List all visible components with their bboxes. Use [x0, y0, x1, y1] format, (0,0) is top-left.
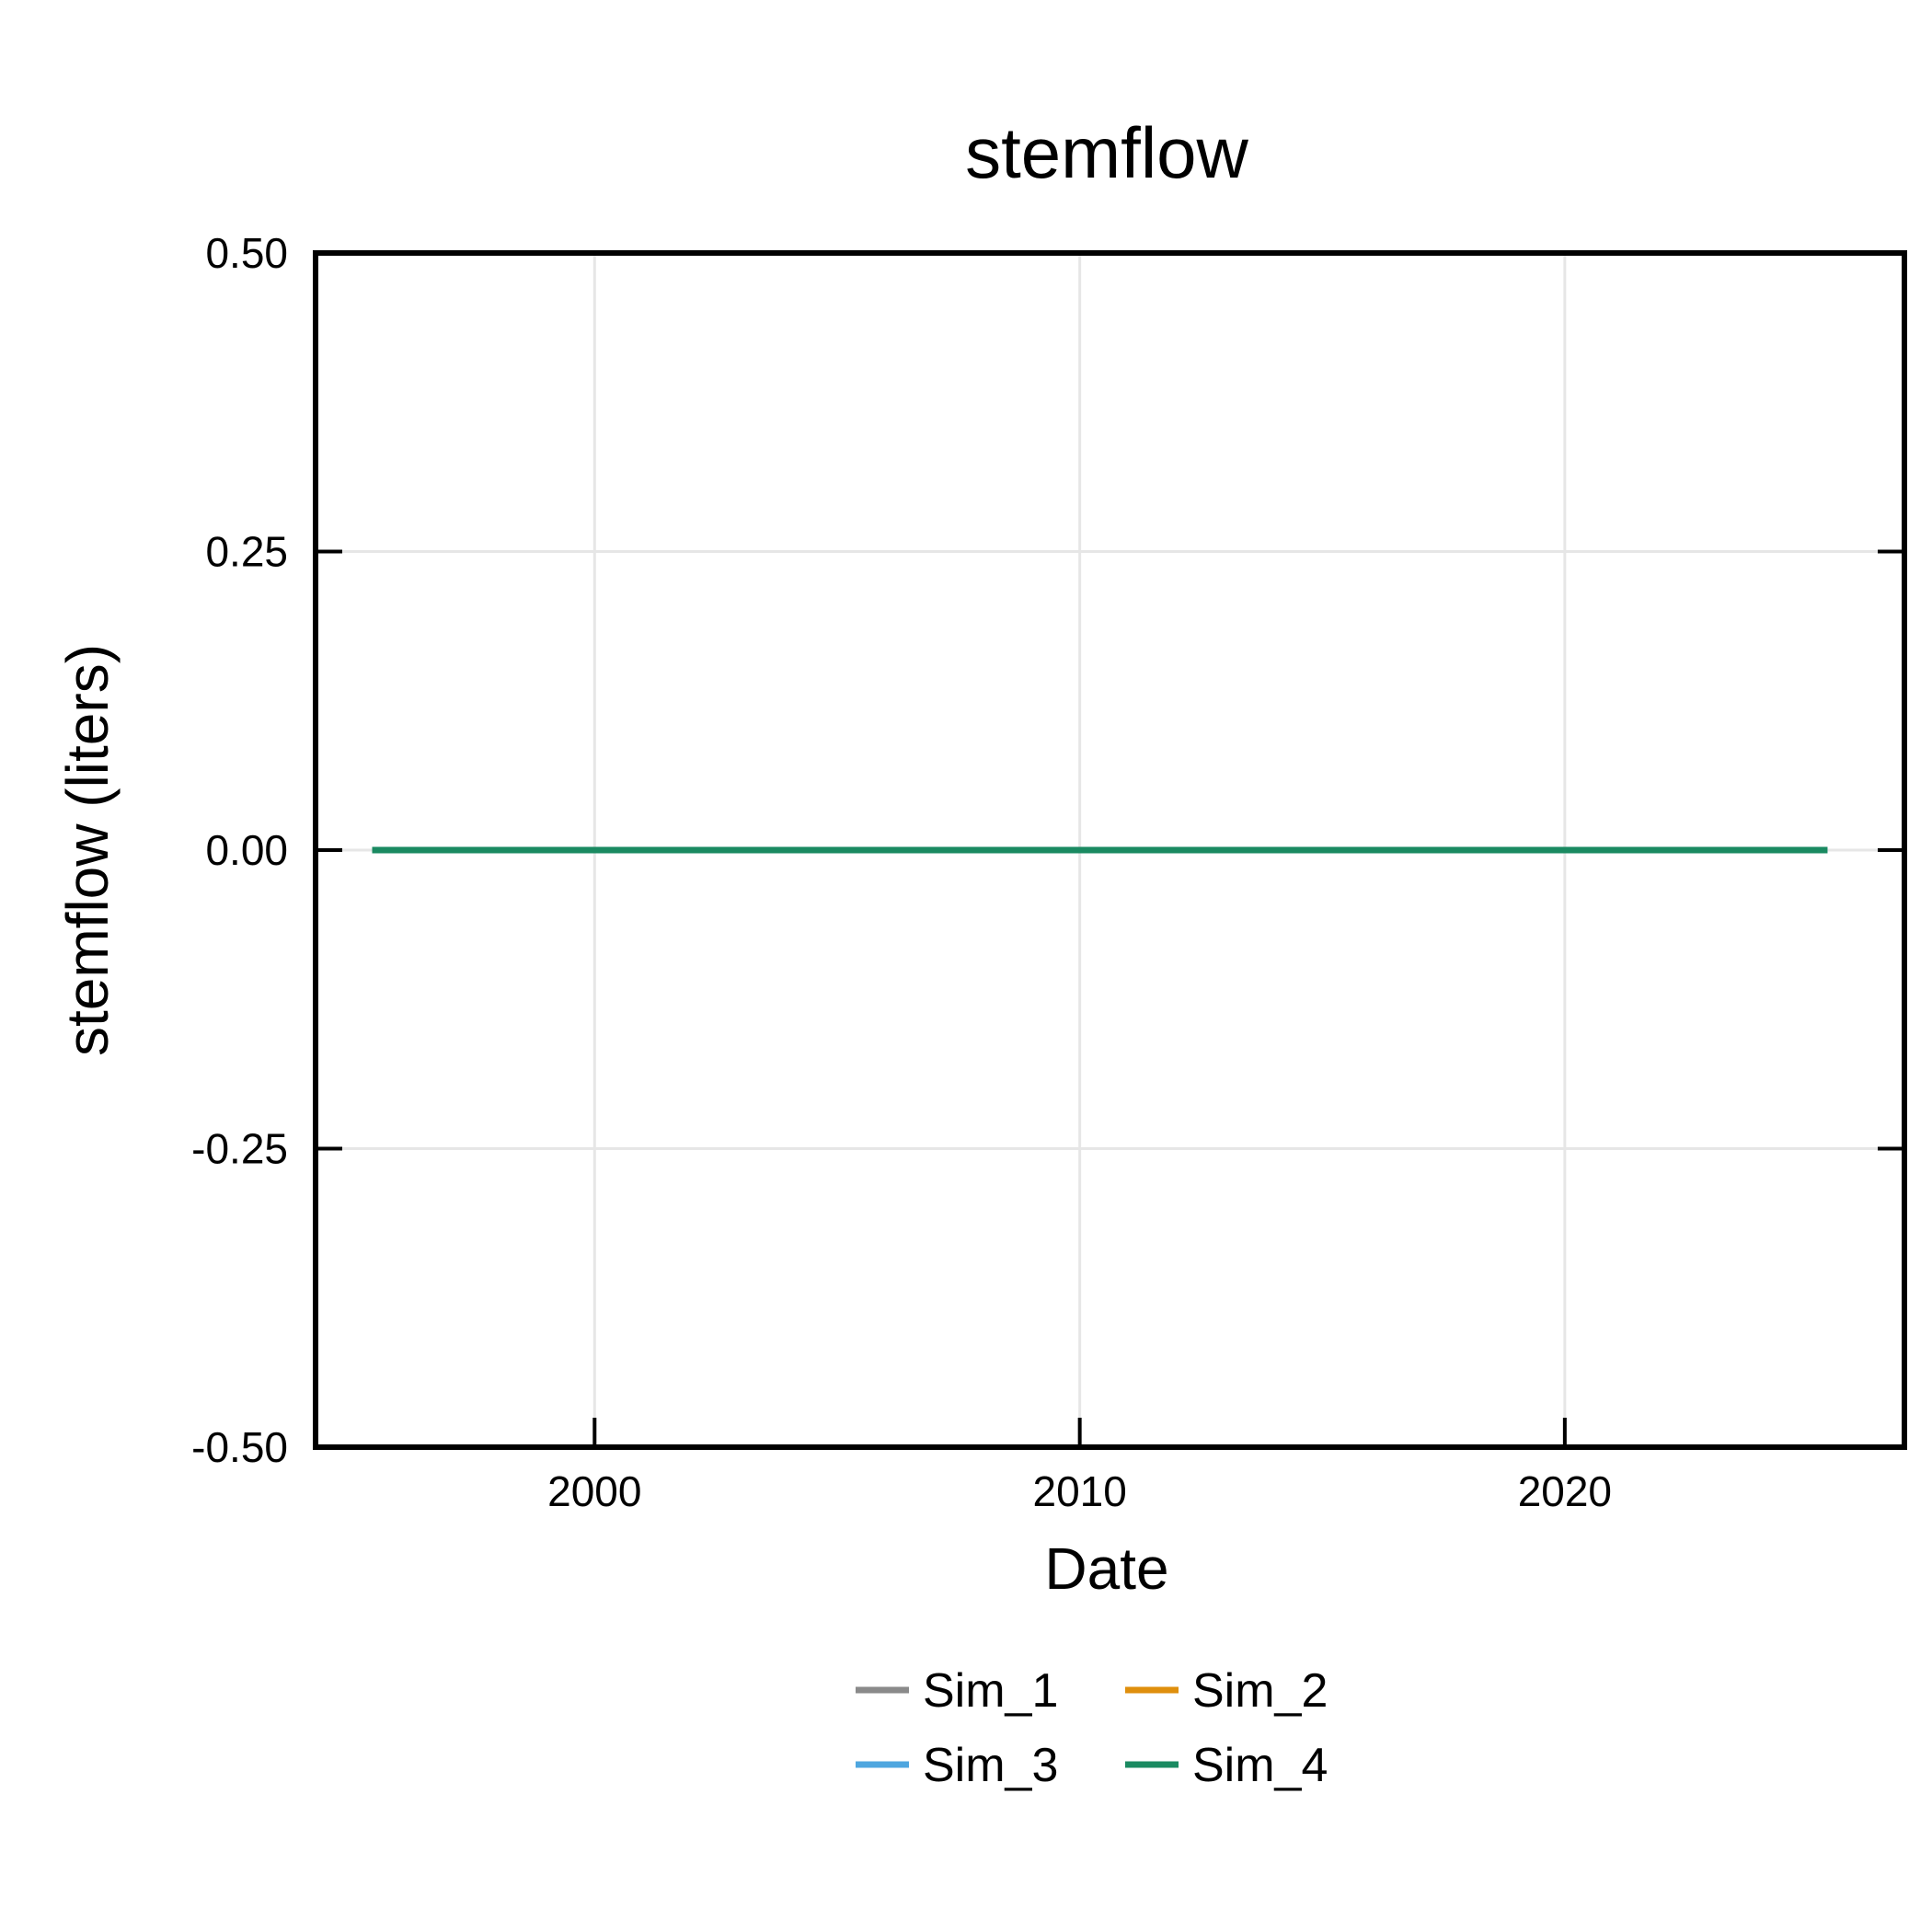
legend-label-sim-1: Sim_1: [923, 1664, 1058, 1718]
x-tick-label: 2020: [1518, 1467, 1612, 1515]
y-tick-label: 0.50: [205, 229, 288, 277]
y-tick-label: 0.25: [205, 528, 288, 576]
y-tick-label: -0.25: [191, 1125, 288, 1173]
legend: Sim_1 Sim_2 Sim_3 Sim_4: [856, 1664, 1328, 1792]
legend-label-sim-2: Sim_2: [1192, 1664, 1328, 1718]
y-axis-title: stemflow (liters): [54, 644, 121, 1056]
x-tick-labels: 2000 2010 2020: [547, 1467, 1612, 1515]
x-tick-label: 2010: [1032, 1467, 1126, 1515]
axis-ticks: [316, 251, 1904, 1449]
y-tick-label: -0.50: [191, 1423, 288, 1471]
x-axis-title: Date: [1044, 1535, 1168, 1602]
legend-label-sim-3: Sim_3: [923, 1739, 1058, 1792]
x-tick-label: 2000: [547, 1467, 641, 1515]
legend-label-sim-4: Sim_4: [1192, 1739, 1328, 1792]
chart-title: stemflow: [965, 112, 1248, 193]
y-tick-labels: 0.50 0.25 0.00 -0.25 -0.50: [191, 229, 288, 1471]
y-tick-label: 0.00: [205, 826, 288, 874]
